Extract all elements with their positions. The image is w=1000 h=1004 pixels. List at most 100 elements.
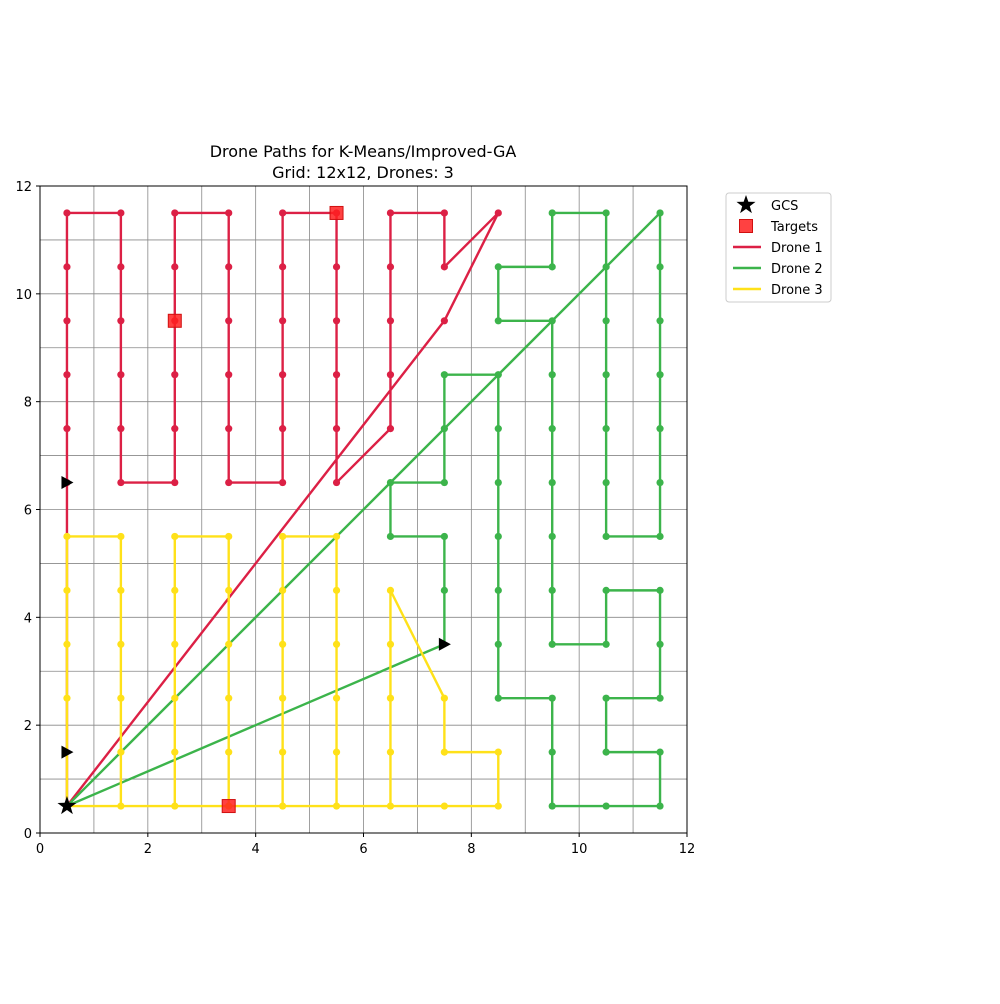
drone-3-waypoint — [225, 748, 233, 756]
drone-1-waypoint — [225, 263, 233, 271]
drone-3-waypoint — [225, 694, 233, 702]
x-tick-label: 2 — [144, 842, 152, 857]
drone-3-waypoint — [440, 802, 448, 810]
drone-2-waypoint — [494, 263, 502, 271]
y-tick-label: 12 — [15, 180, 32, 195]
drone-2-waypoint — [386, 532, 395, 541]
drone-3-waypoint — [332, 802, 341, 810]
legend-target-icon — [739, 219, 753, 233]
drone-2-waypoint — [440, 371, 448, 379]
drone-2-waypoint — [494, 478, 502, 487]
drone-1-waypoint — [332, 371, 341, 379]
drone-1-waypoint — [63, 371, 71, 379]
target-marker — [221, 799, 236, 814]
drone-2-waypoint — [494, 586, 502, 594]
drone-1-waypoint — [117, 425, 125, 433]
drone-2-waypoint — [548, 802, 556, 810]
drone-2-waypoint — [494, 532, 502, 541]
drone-1-waypoint — [225, 478, 233, 487]
drone-3-waypoint — [279, 640, 287, 648]
drone-2-waypoint — [548, 532, 556, 541]
drone-2-waypoint — [548, 694, 556, 702]
drone-2-waypoint — [656, 586, 664, 594]
drone-3-waypoint — [332, 586, 341, 594]
drone-2-waypoint — [602, 263, 610, 271]
overlay-layer — [57, 205, 451, 815]
y-tick-label: 6 — [24, 504, 32, 519]
drone-2-waypoint — [602, 371, 610, 379]
drone-1-waypoint — [171, 478, 179, 487]
drone-3-waypoint — [171, 748, 179, 756]
drone-1-waypoint — [386, 371, 395, 379]
target-marker — [167, 313, 182, 328]
series-layer — [63, 209, 664, 810]
drone-2-waypoint — [602, 802, 610, 810]
drone-1-waypoint — [171, 263, 179, 271]
drone-2-waypoint — [494, 317, 502, 325]
drone-3-waypoint — [117, 802, 125, 810]
drone-3-waypoint — [63, 532, 71, 541]
drone-3-waypoint — [225, 586, 233, 594]
drone-1-waypoint — [332, 263, 341, 271]
series-drone-1 — [63, 209, 502, 807]
drone-3-waypoint — [386, 748, 395, 756]
drone-2-waypoint — [602, 317, 610, 325]
drone-1-waypoint — [279, 425, 287, 433]
drone-1-waypoint — [63, 317, 71, 325]
drone-2-waypoint — [494, 640, 502, 648]
drone-3-waypoint — [117, 694, 125, 702]
drone-2-waypoint — [602, 640, 610, 648]
drone-1-waypoint — [225, 209, 233, 217]
drone-3-waypoint — [117, 640, 125, 648]
drone-3-waypoint — [279, 802, 287, 810]
y-tick-label: 0 — [24, 827, 32, 842]
drone-1-waypoint — [171, 371, 179, 379]
drone-3-waypoint — [279, 694, 287, 702]
drone-3-waypoint — [440, 748, 448, 756]
drone-3-waypoint — [279, 586, 287, 594]
y-tick-label: 2 — [24, 719, 32, 734]
direction-arrow-marker — [61, 745, 74, 759]
direction-arrow-marker — [61, 476, 74, 490]
drone-1-waypoint — [279, 478, 287, 487]
drone-2-waypoint — [656, 263, 664, 271]
drone-1-waypoint — [386, 209, 395, 217]
drone-1-waypoint — [494, 209, 502, 217]
legend-gcs-icon — [736, 195, 756, 214]
drone-2-waypoint — [602, 478, 610, 487]
drone-2-waypoint — [548, 371, 556, 379]
drone-2-waypoint — [494, 371, 502, 379]
drone-2-waypoint — [656, 802, 664, 810]
drone-2-waypoint — [602, 532, 610, 541]
drone-1-waypoint — [225, 371, 233, 379]
drone-3-waypoint — [63, 586, 71, 594]
drone-1-waypoint — [440, 209, 448, 217]
drone-3-waypoint — [225, 640, 233, 648]
drone-2-waypoint — [656, 425, 664, 433]
drone-1-waypoint — [332, 478, 341, 487]
x-tick-label: 12 — [679, 842, 696, 857]
drone-1-waypoint — [332, 425, 341, 433]
drone-3-waypoint — [171, 640, 179, 648]
drone-1-waypoint — [440, 317, 448, 325]
drone-3-waypoint — [171, 586, 179, 594]
drone-3-waypoint — [386, 802, 395, 810]
drone-3-waypoint — [332, 748, 341, 756]
drone-3-waypoint — [117, 532, 125, 541]
series-drone-2 — [66, 209, 664, 810]
drone-2-waypoint — [602, 748, 610, 756]
drone-1-waypoint — [279, 209, 287, 217]
legend-label: Drone 1 — [771, 241, 823, 256]
drone-1-waypoint — [225, 317, 233, 325]
drone-2-waypoint — [656, 478, 664, 487]
direction-arrow-marker — [438, 637, 451, 651]
drone-2-waypoint — [656, 694, 664, 702]
drone-3-waypoint — [171, 694, 179, 702]
x-tick-label: 10 — [571, 842, 588, 857]
drone-1-waypoint — [171, 425, 179, 433]
chart-subtitle: Grid: 12x12, Drones: 3 — [272, 163, 454, 182]
y-tick-label: 4 — [24, 611, 32, 626]
drone-2-waypoint — [548, 748, 556, 756]
x-tick-label: 8 — [467, 842, 475, 857]
drone-3-waypoint — [494, 748, 502, 756]
